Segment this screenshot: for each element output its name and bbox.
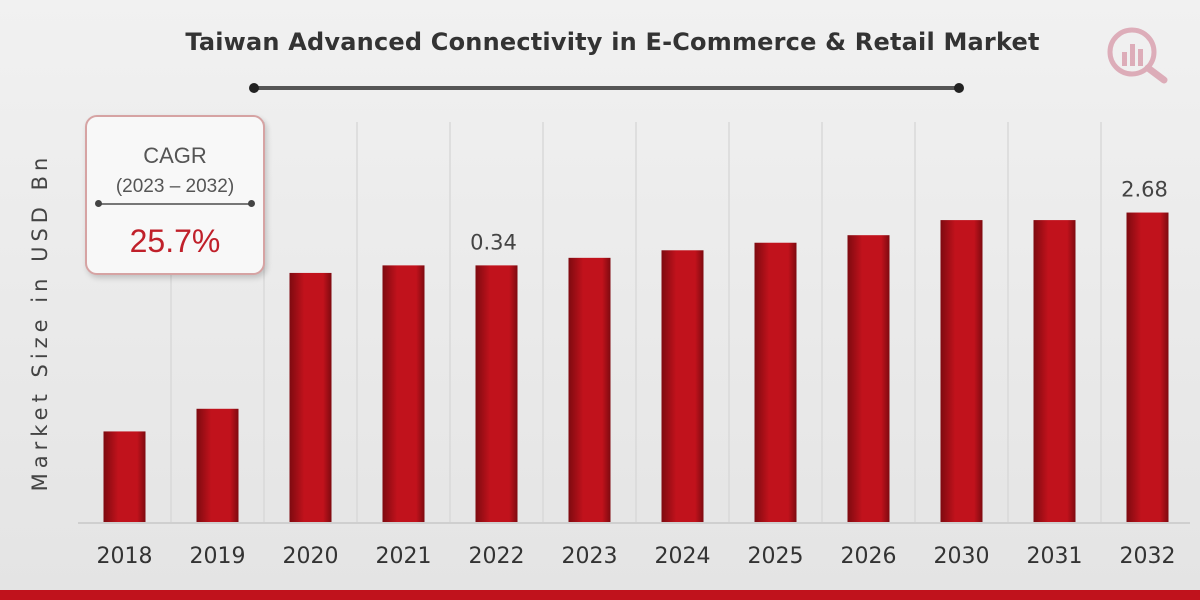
y-axis-label: Market Size in USD Bn <box>28 152 52 492</box>
cagr-value: 25.7% <box>129 223 221 259</box>
x-tick-label: 2031 <box>1027 544 1083 569</box>
bar-2032 <box>1126 212 1169 523</box>
cagr-callout: CAGR (2023 – 2032) 25.7% <box>85 115 265 275</box>
x-tick-label: 2023 <box>562 544 618 569</box>
x-tick-label: 2018 <box>97 544 153 569</box>
bar-2026 <box>847 235 890 522</box>
timeline-start-dot <box>249 83 259 93</box>
bar-2030 <box>940 220 983 522</box>
bar-2022 <box>475 265 518 522</box>
brand-logo-icon <box>1107 27 1168 84</box>
x-tick-label: 2024 <box>655 544 711 569</box>
bar-2024 <box>661 250 704 523</box>
bar-2018 <box>103 431 146 522</box>
cagr-title: CAGR <box>143 143 207 168</box>
x-tick-label: 2025 <box>748 544 804 569</box>
cagr-divider <box>95 200 255 207</box>
data-label: 0.34 <box>470 230 517 254</box>
bar-2031 <box>1033 220 1076 522</box>
data-label: 2.68 <box>1121 178 1168 202</box>
x-tick-label: 2021 <box>376 544 432 569</box>
x-tick-label: 2019 <box>190 544 246 569</box>
timeline-end-dot <box>954 83 964 93</box>
x-tick-label: 2026 <box>841 544 897 569</box>
bar-2019 <box>196 408 239 522</box>
bar-2020 <box>289 272 332 522</box>
bar-2023 <box>568 257 611 522</box>
x-tick-label: 2032 <box>1120 544 1176 569</box>
x-tick-label: 2020 <box>283 544 339 569</box>
x-tick-label: 2030 <box>934 544 990 569</box>
chart-title: Taiwan Advanced Connectivity in E-Commer… <box>185 28 1040 56</box>
bar-2021 <box>382 265 425 522</box>
cagr-range: (2023 – 2032) <box>115 176 235 197</box>
bar-2025 <box>754 242 797 522</box>
bottom-accent-band <box>0 590 1200 600</box>
x-tick-label: 2022 <box>469 544 525 569</box>
